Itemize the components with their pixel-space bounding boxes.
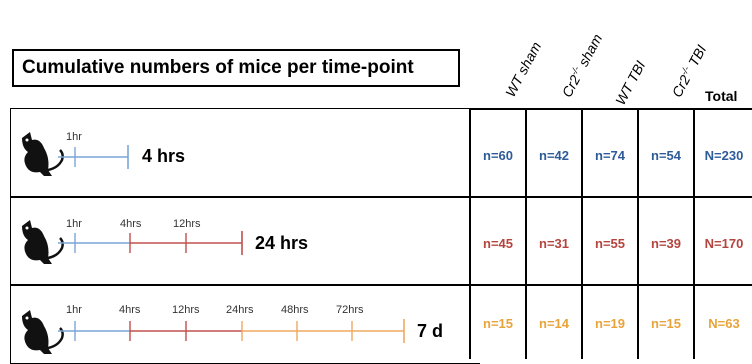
col-head-wt-tbi: WT TBI xyxy=(612,58,649,108)
tick-label: 4hrs xyxy=(120,218,142,230)
grid-line xyxy=(469,108,471,359)
col-head-wt-sham: WT sham xyxy=(502,39,545,100)
endpoint-label-7d: 7 d xyxy=(417,321,444,341)
diagram-title: Cumulative numbers of mice per time-poin… xyxy=(12,49,460,87)
row-box-4hrs xyxy=(10,108,480,198)
cell-total: N=63 xyxy=(708,316,740,331)
grid-line xyxy=(693,108,695,359)
cell-value: n=45 xyxy=(483,236,513,251)
grid-line xyxy=(470,284,752,286)
tick-label: 1hr xyxy=(66,131,82,143)
cell-value: n=74 xyxy=(595,148,625,163)
cell-value: n=15 xyxy=(651,316,681,331)
tick-label: 1hr xyxy=(66,304,82,316)
cell-value: n=39 xyxy=(651,236,681,251)
tick-label: 4hrs xyxy=(119,304,141,316)
col-head-total: Total xyxy=(705,88,738,104)
cell-total: N=230 xyxy=(704,148,744,163)
tick-label: 1hr xyxy=(66,218,82,230)
col-head-cr2-sham: Cr2-/- sham xyxy=(558,31,606,100)
cell-total: N=170 xyxy=(704,236,744,251)
cell-value: n=14 xyxy=(539,316,569,331)
grid-line xyxy=(581,108,583,359)
cell-value: n=19 xyxy=(595,316,625,331)
endpoint-label-4hrs: 4 hrs xyxy=(142,146,186,166)
grid-line xyxy=(525,108,527,359)
cell-value: n=42 xyxy=(539,148,569,163)
tick-label: 12hrs xyxy=(172,304,200,316)
cell-value: n=60 xyxy=(483,148,513,163)
grid-line xyxy=(470,108,752,110)
endpoint-label-24hrs: 24 hrs xyxy=(255,233,309,253)
cell-value: n=31 xyxy=(539,236,569,251)
cell-value: n=15 xyxy=(483,316,513,331)
timelines: 1hr 1hr 4hrs 12hrs 1hr 4hrs 12hrs 24hrs … xyxy=(58,131,405,343)
cell-value: n=55 xyxy=(595,236,625,251)
tick-label: 48hrs xyxy=(281,304,309,316)
col-head-cr2-tbi: Cr2-/- TBI xyxy=(668,42,710,100)
tick-label: 72hrs xyxy=(336,304,364,316)
mouse-icon xyxy=(22,220,64,264)
tick-label: 12hrs xyxy=(173,218,201,230)
grid-line xyxy=(470,196,752,198)
row-box-24hrs xyxy=(10,196,480,286)
mouse-icon xyxy=(22,132,64,176)
tick-label: 24hrs xyxy=(226,304,254,316)
cell-value: n=54 xyxy=(651,148,681,163)
grid-line xyxy=(637,108,639,359)
